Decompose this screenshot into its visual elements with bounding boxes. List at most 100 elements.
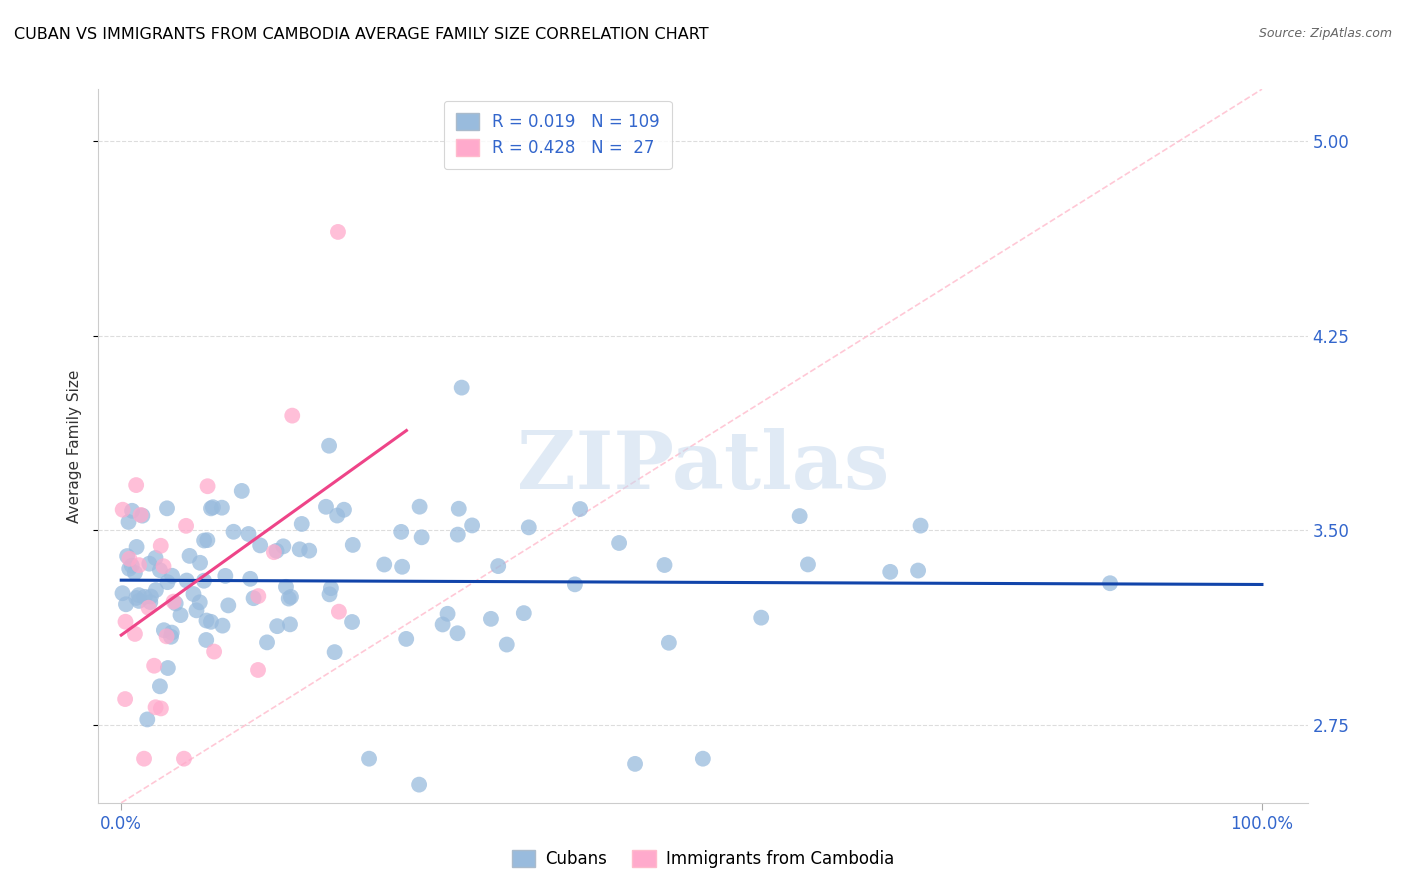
Point (176, 574, 198, 588)
Point (217, 599, 239, 613)
Point (156, 575, 179, 590)
Point (200, 501, 222, 516)
Point (513, 606, 536, 620)
Point (193, 574, 215, 588)
Point (411, 530, 433, 544)
Point (145, 583, 167, 598)
Point (160, 630, 183, 644)
Point (281, 409, 304, 423)
Point (247, 663, 270, 677)
Text: ZIPatlas: ZIPatlas (517, 428, 889, 507)
Point (149, 539, 172, 553)
Point (564, 577, 586, 591)
Point (326, 508, 349, 523)
Point (111, 586, 134, 600)
Point (138, 600, 160, 615)
Point (266, 544, 288, 558)
Point (495, 638, 517, 652)
Point (486, 559, 509, 574)
Point (315, 500, 337, 514)
Point (124, 566, 146, 580)
Point (340, 615, 363, 629)
Point (174, 519, 197, 533)
Point (162, 594, 184, 608)
Point (319, 581, 342, 595)
Point (153, 624, 176, 638)
Point (132, 752, 155, 766)
Point (114, 692, 136, 706)
Point (749, 610, 772, 624)
Point (121, 504, 143, 518)
Point (658, 636, 681, 650)
Point (136, 713, 159, 727)
Point (145, 551, 167, 566)
Point (231, 483, 253, 498)
Point (692, 752, 714, 766)
Point (247, 589, 270, 603)
Point (200, 615, 222, 629)
Point (318, 587, 340, 601)
Point (156, 501, 179, 516)
Point (436, 607, 458, 621)
Point (328, 605, 350, 619)
Point (165, 597, 187, 611)
Point (197, 479, 219, 493)
Point (654, 558, 676, 572)
Point (446, 626, 468, 640)
Text: Source: ZipAtlas.com: Source: ZipAtlas.com (1258, 27, 1392, 40)
Point (125, 478, 148, 492)
Point (291, 516, 314, 531)
Point (169, 608, 191, 623)
Legend: Cubans, Immigrants from Cambodia: Cubans, Immigrants from Cambodia (505, 843, 901, 875)
Point (277, 591, 299, 606)
Point (195, 632, 218, 647)
Point (188, 595, 211, 609)
Point (318, 439, 340, 453)
Point (389, 524, 412, 539)
Point (242, 591, 264, 606)
Point (117, 515, 139, 529)
Point (149, 679, 172, 693)
Point (256, 635, 278, 649)
Point (188, 556, 211, 570)
Point (139, 590, 162, 604)
Point (447, 527, 470, 541)
Point (131, 508, 153, 523)
Point (408, 778, 430, 792)
Point (569, 502, 592, 516)
Point (134, 590, 156, 604)
Point (323, 645, 346, 659)
Point (450, 381, 472, 395)
Point (222, 524, 245, 539)
Point (797, 558, 820, 572)
Point (288, 542, 311, 557)
Point (152, 559, 174, 574)
Point (193, 533, 215, 548)
Point (273, 539, 295, 553)
Point (432, 617, 454, 632)
Point (124, 627, 146, 641)
Point (138, 557, 160, 571)
Point (907, 564, 929, 578)
Point (156, 661, 179, 675)
Point (357, 752, 380, 766)
Point (115, 549, 138, 563)
Point (143, 658, 166, 673)
Point (274, 580, 297, 594)
Point (408, 500, 430, 514)
Point (114, 615, 136, 629)
Point (238, 527, 260, 541)
Point (160, 568, 183, 582)
Point (373, 558, 395, 572)
Point (395, 632, 418, 646)
Point (111, 502, 134, 516)
Point (145, 700, 167, 714)
Point (789, 509, 811, 524)
Point (249, 538, 271, 552)
Point (125, 591, 148, 605)
Point (128, 558, 150, 573)
Point (149, 563, 172, 577)
Point (461, 518, 484, 533)
Point (266, 619, 288, 633)
Point (195, 533, 218, 548)
